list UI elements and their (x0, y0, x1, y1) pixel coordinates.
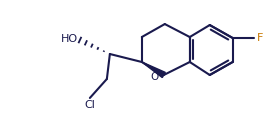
Text: Cl: Cl (84, 100, 95, 110)
Text: F: F (257, 33, 263, 43)
Text: O: O (151, 72, 159, 82)
Polygon shape (142, 62, 165, 78)
Text: HO: HO (61, 34, 78, 44)
